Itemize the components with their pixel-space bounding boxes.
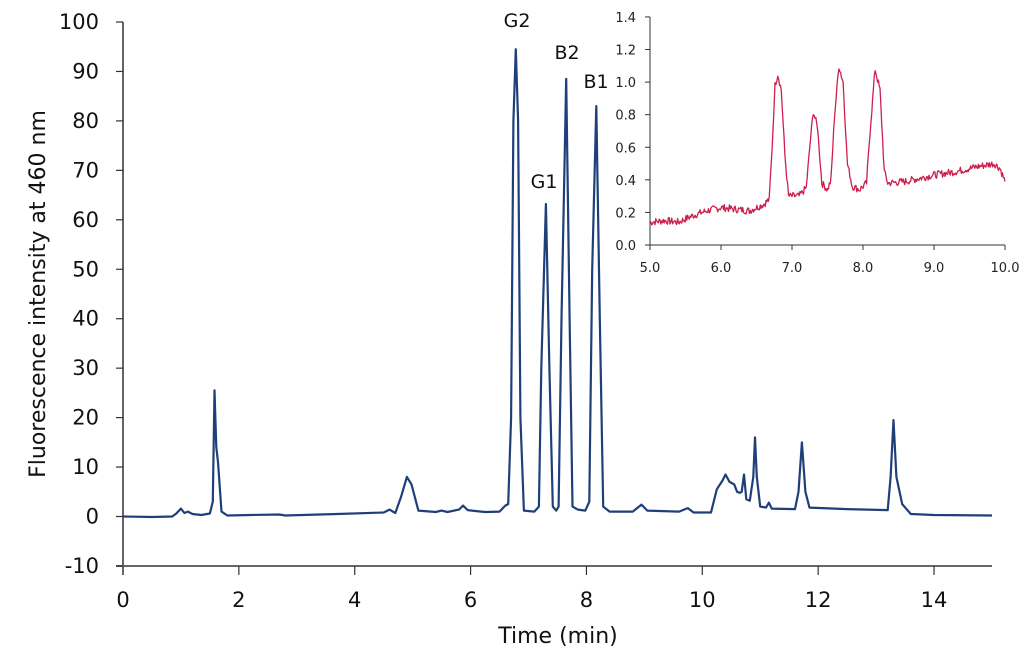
- main-x-tick-label: 0: [116, 588, 129, 612]
- main-y-tick-label: 90: [72, 59, 99, 83]
- inset-x-tick-label: 10.0: [991, 261, 1020, 276]
- main-x-tick-label: 12: [805, 588, 832, 612]
- inset-x-tick-label: 9.0: [924, 261, 945, 276]
- inset-plot: 0.0 0.2 0.4 0.6 0.8 1.0 1.2 1.4 5.0 6.0 7.0 8.0 9.0…: [615, 11, 1019, 276]
- main-y-tick-label: 70: [72, 158, 99, 182]
- main-y-tick-label: 50: [72, 257, 99, 281]
- main-plot: -10 0 10 20 30 40 50 60 70 80 90 100 0 2 4 6 8 10 12 14 G2…: [26, 10, 993, 649]
- inset-y-tick-label: 0.6: [615, 141, 636, 156]
- main-x-tick-label: 2: [232, 588, 245, 612]
- main-y-tick-label: 10: [72, 455, 99, 479]
- x-axis-title: Time (min): [497, 624, 618, 649]
- main-y-tick-label: 60: [72, 208, 99, 232]
- main-y-tick-label: 40: [72, 307, 99, 331]
- main-y-tick-label: 30: [72, 356, 99, 380]
- y-axis-title: Fluorescence intensity at 460 nm: [26, 110, 51, 478]
- peak-label-b1: B1: [583, 71, 608, 93]
- inset-chromatogram-line: [649, 68, 1006, 226]
- inset-x-ticks: 5.0 6.0 7.0 8.0 9.0 10.0: [640, 245, 1020, 276]
- inset-y-tick-label: 0.2: [615, 206, 636, 221]
- inset-y-ticks: 0.0 0.2 0.4 0.6 0.8 1.0 1.2 1.4: [615, 11, 650, 254]
- inset-y-tick-label: 1.0: [615, 76, 636, 91]
- inset-x-tick-label: 7.0: [782, 261, 803, 276]
- inset-y-tick-label: 0.4: [615, 174, 636, 189]
- peak-label-b2: B2: [554, 42, 579, 64]
- main-y-ticks: -10 0 10 20 30 40 50 60 70 80 90 100: [59, 10, 123, 578]
- peak-label-g1: G1: [531, 171, 558, 193]
- main-y-tick-label: 80: [72, 109, 99, 133]
- main-y-tick-label: 20: [72, 406, 99, 430]
- main-x-ticks: 0 2 4 6 8 10 12 14: [116, 566, 947, 612]
- main-y-tick-label: -10: [65, 554, 99, 578]
- inset-y-tick-label: 0.0: [615, 239, 636, 254]
- main-x-tick-label: 14: [921, 588, 948, 612]
- main-y-tick-label: 100: [59, 10, 99, 34]
- peak-labels: G2 G1 B2 B1: [504, 10, 609, 193]
- main-x-tick-label: 8: [580, 588, 593, 612]
- inset-x-tick-label: 5.0: [640, 261, 661, 276]
- peak-label-g2: G2: [504, 10, 531, 32]
- inset-x-tick-label: 8.0: [853, 261, 874, 276]
- main-x-tick-label: 4: [348, 588, 361, 612]
- inset-y-tick-label: 0.8: [615, 109, 636, 124]
- main-chromatogram-line: [122, 48, 993, 519]
- inset-y-tick-label: 1.4: [615, 11, 636, 26]
- inset-y-tick-label: 1.2: [615, 44, 636, 59]
- main-y-tick-label: 0: [86, 505, 99, 529]
- main-x-tick-label: 10: [689, 588, 716, 612]
- inset-x-tick-label: 6.0: [711, 261, 732, 276]
- main-x-tick-label: 6: [464, 588, 477, 612]
